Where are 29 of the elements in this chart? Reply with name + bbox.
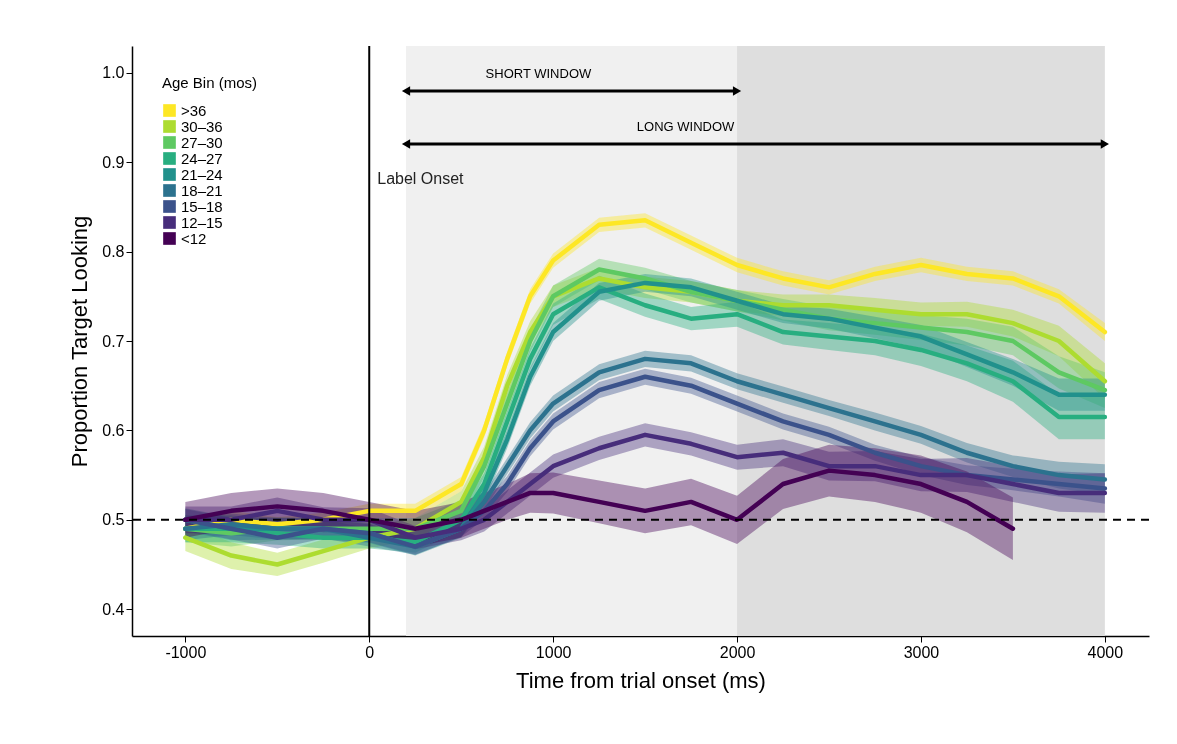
x-tick-label: 4000 xyxy=(1087,643,1124,661)
legend-label: 18–21 xyxy=(181,181,223,199)
annotation: SHORT WINDOW xyxy=(485,66,592,81)
legend-label: 21–24 xyxy=(181,165,223,183)
ref-line-label: Label Onset xyxy=(377,169,465,187)
legend-label: 30–36 xyxy=(181,117,223,135)
y-tick-label: 0.4 xyxy=(102,600,125,618)
y-axis-title: Proportion Target Looking xyxy=(67,215,93,468)
y-tick-label: 1.0 xyxy=(102,64,125,82)
y-tick-label: 0.7 xyxy=(102,332,125,350)
legend-label: 15–18 xyxy=(181,197,223,215)
x-tick-label: 0 xyxy=(365,643,375,661)
x-tick-label: -1000 xyxy=(165,643,207,661)
annotation: LONG WINDOW xyxy=(636,119,736,134)
x-tick-label: 3000 xyxy=(903,643,940,661)
legend-label: 27–30 xyxy=(181,133,223,151)
legend-label: >36 xyxy=(181,101,207,119)
x-tick-label: 2000 xyxy=(719,643,756,661)
line-series xyxy=(183,468,1016,531)
y-tick-label: 0.8 xyxy=(102,243,125,261)
x-tick-label: 1000 xyxy=(535,643,572,661)
legend-title: Age Bin (mos) xyxy=(162,74,258,91)
legend-label: 12–15 xyxy=(181,213,223,231)
y-tick-label: 0.6 xyxy=(102,421,125,439)
y-tick-label: 0.5 xyxy=(102,511,125,529)
x-axis-title: Time from trial onset (ms) xyxy=(516,667,766,693)
y-tick-label: 0.9 xyxy=(102,153,125,171)
legend-label: 24–27 xyxy=(181,149,223,167)
legend-label: <12 xyxy=(181,229,207,247)
